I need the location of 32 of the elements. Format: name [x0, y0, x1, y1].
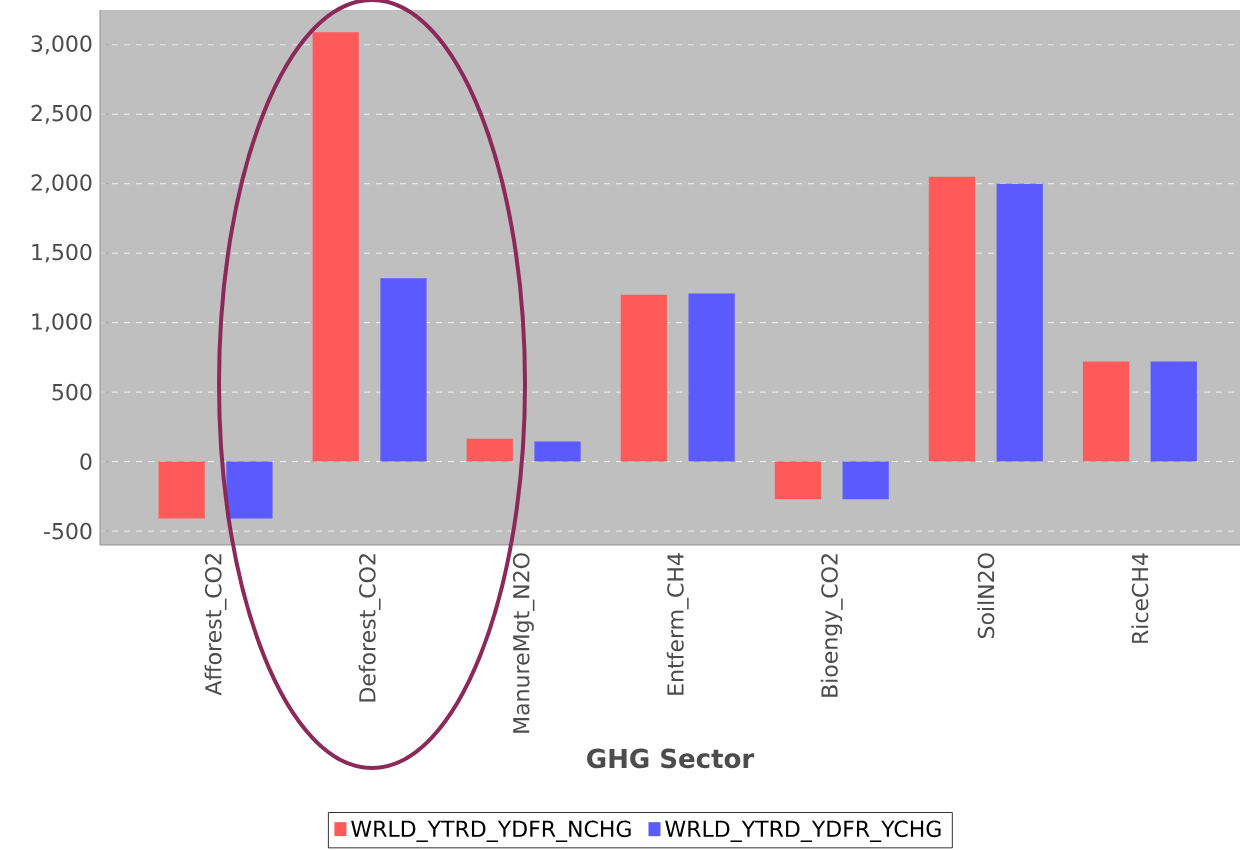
bar [226, 461, 273, 519]
x-axis-title: GHG Sector [587, 748, 755, 769]
y-tick-label: 3,000 [31, 35, 92, 55]
x-tick-label: Bioengy_CO2 [820, 554, 843, 697]
x-tick-label: RiceCH4 [1131, 553, 1149, 643]
x-tick-label: ManureMgt_N2O [512, 553, 535, 733]
bar [312, 32, 359, 462]
bar [996, 183, 1043, 462]
y-tick-label: -500 [44, 522, 92, 540]
bar [774, 461, 821, 500]
y-tick-label: 1,000 [32, 313, 92, 333]
bar [466, 438, 513, 462]
bar [928, 176, 976, 462]
legend-label: WRLD_YTRD_YDFR_YCHG [665, 820, 941, 842]
x-tick-label: Afforest_CO2 [204, 554, 227, 696]
x-tick-label: SoilN2O [977, 553, 995, 639]
y-tick-label: 1,500 [32, 243, 92, 263]
y-tick-label: 2,500 [31, 104, 92, 124]
bar [534, 441, 581, 462]
x-tick-label: Deforest_CO2 [358, 554, 381, 702]
bar [688, 293, 735, 462]
legend-label: WRLD_YTRD_YDFR_NCHG [351, 820, 631, 842]
y-tick-label: 2,000 [31, 174, 92, 194]
bar [380, 278, 427, 462]
y-tick-label: 500 [52, 383, 92, 401]
bar [842, 461, 889, 500]
bar [620, 294, 667, 462]
x-tick-label: Entferm_CH4 [666, 553, 689, 695]
bar [1150, 361, 1197, 462]
y-tick-label: 0 [80, 453, 92, 470]
bar [158, 461, 205, 519]
bar [1082, 361, 1130, 462]
